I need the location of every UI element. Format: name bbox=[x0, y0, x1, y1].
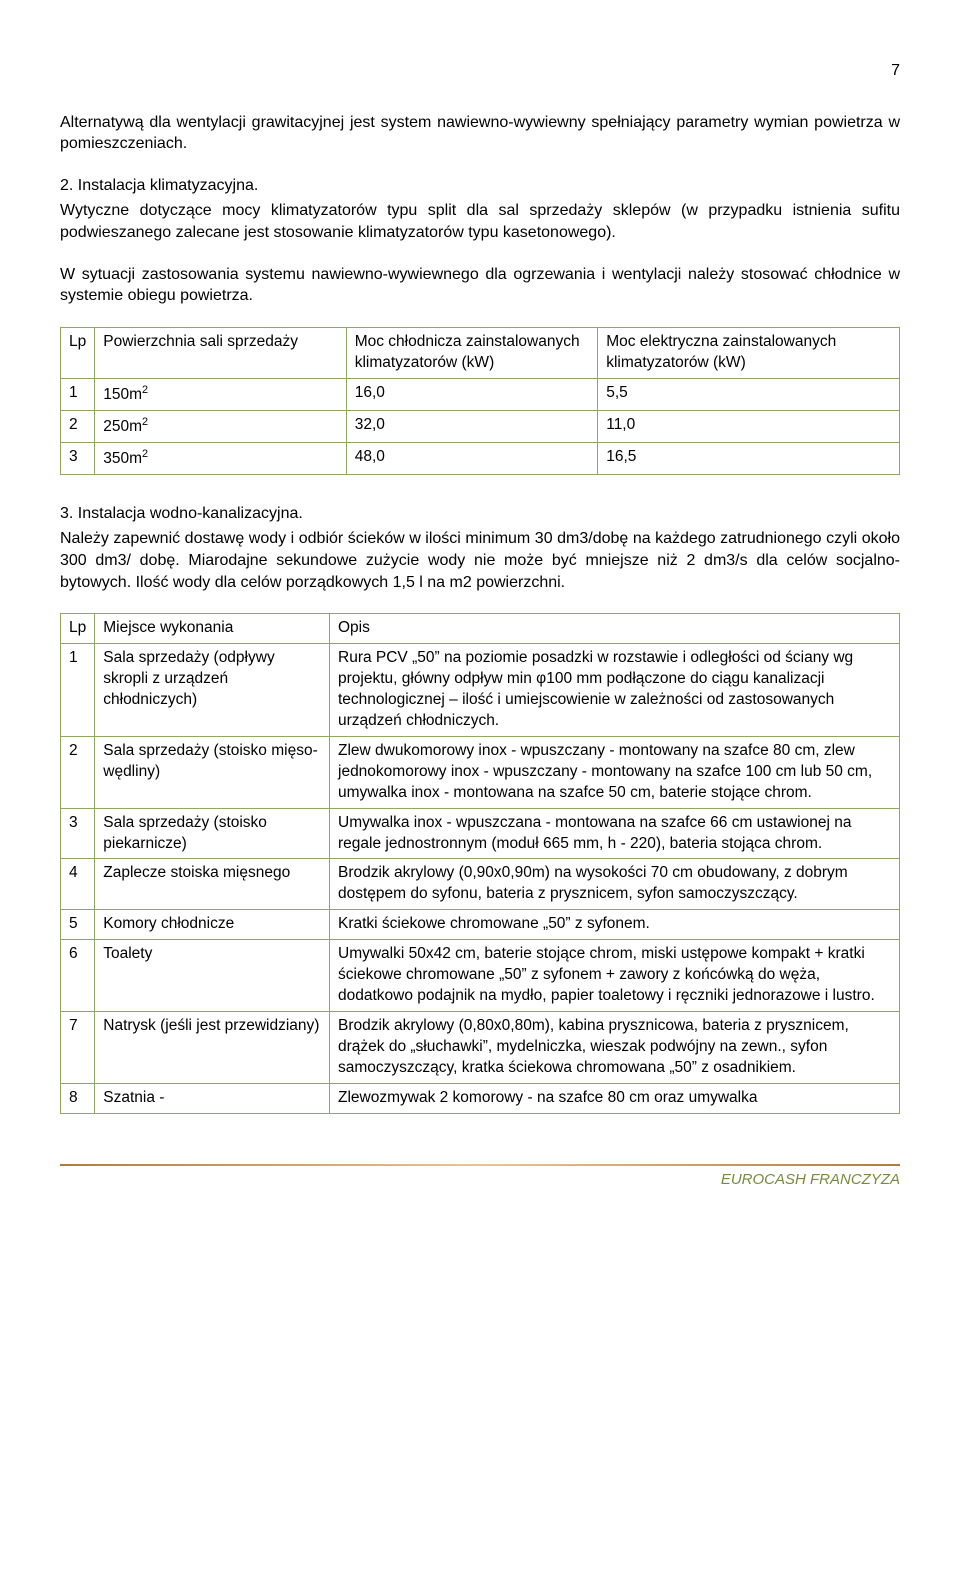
cell-place: Sala sprzedaży (stoisko piekarnicze) bbox=[95, 808, 330, 859]
cell-electric: 11,0 bbox=[598, 410, 900, 442]
paragraph-2: Wytyczne dotyczące mocy klimatyzatorów t… bbox=[60, 200, 900, 243]
cell-desc: Brodzik akrylowy (0,90x0,90m) na wysokoś… bbox=[330, 859, 900, 910]
paragraph-intro: Alternatywą dla wentylacji grawitacyjnej… bbox=[60, 112, 900, 155]
cell-place: Zaplecze stoiska mięsnego bbox=[95, 859, 330, 910]
cell-cooling: 32,0 bbox=[346, 410, 598, 442]
th-area: Powierzchnia sali sprzedaży bbox=[95, 327, 346, 378]
cell-lp: 6 bbox=[61, 940, 95, 1012]
cell-area: 150m2 bbox=[95, 378, 346, 410]
footer-text: EUROCASH FRANCZYZA bbox=[60, 1170, 900, 1190]
table-row: 5 Komory chłodnicze Kratki ściekowe chro… bbox=[61, 910, 900, 940]
page-number: 7 bbox=[60, 60, 900, 82]
table-header-row: Lp Powierzchnia sali sprzedaży Moc chłod… bbox=[61, 327, 900, 378]
cell-place: Sala sprzedaży (stoisko mięso-wędliny) bbox=[95, 736, 330, 808]
table-row: 2 250m2 32,0 11,0 bbox=[61, 410, 900, 442]
cell-desc: Zlew dwukomorowy inox - wpuszczany - mon… bbox=[330, 736, 900, 808]
th-lp: Lp bbox=[61, 614, 95, 644]
table-row: 4 Zaplecze stoiska mięsnego Brodzik akry… bbox=[61, 859, 900, 910]
cell-lp: 2 bbox=[61, 736, 95, 808]
cell-lp: 1 bbox=[61, 644, 95, 737]
paragraph-4: Należy zapewnić dostawę wody i odbiór śc… bbox=[60, 528, 900, 593]
table-row: 3 350m2 48,0 16,5 bbox=[61, 442, 900, 474]
cell-lp: 8 bbox=[61, 1083, 95, 1113]
table-row: 7 Natrysk (jeśli jest przewidziany) Brod… bbox=[61, 1011, 900, 1083]
table-header-row: Lp Miejsce wykonania Opis bbox=[61, 614, 900, 644]
th-electric: Moc elektryczna zainstalowanych klimatyz… bbox=[598, 327, 900, 378]
table-row: 2 Sala sprzedaży (stoisko mięso-wędliny)… bbox=[61, 736, 900, 808]
table-plumbing: Lp Miejsce wykonania Opis 1 Sala sprzeda… bbox=[60, 613, 900, 1113]
cell-lp: 4 bbox=[61, 859, 95, 910]
cell-lp: 3 bbox=[61, 808, 95, 859]
page-footer: EUROCASH FRANCZYZA bbox=[60, 1164, 900, 1190]
cell-desc: Rura PCV „50” na poziomie posadzki w roz… bbox=[330, 644, 900, 737]
table-row: 3 Sala sprzedaży (stoisko piekarnicze) U… bbox=[61, 808, 900, 859]
th-desc: Opis bbox=[330, 614, 900, 644]
table-row: 1 150m2 16,0 5,5 bbox=[61, 378, 900, 410]
cell-desc: Umywalka inox - wpuszczana - montowana n… bbox=[330, 808, 900, 859]
cell-desc: Zlewozmywak 2 komorowy - na szafce 80 cm… bbox=[330, 1083, 900, 1113]
cell-electric: 16,5 bbox=[598, 442, 900, 474]
cell-desc: Umywalki 50x42 cm, baterie stojące chrom… bbox=[330, 940, 900, 1012]
section-3-label: 3. Instalacja wodno-kanalizacyjna. bbox=[60, 503, 900, 525]
cell-area: 350m2 bbox=[95, 442, 346, 474]
cell-place: Toalety bbox=[95, 940, 330, 1012]
table-row: 8 Szatnia - Zlewozmywak 2 komorowy - na … bbox=[61, 1083, 900, 1113]
cell-place: Komory chłodnicze bbox=[95, 910, 330, 940]
cell-desc: Kratki ściekowe chromowane „50” z syfone… bbox=[330, 910, 900, 940]
cell-desc: Brodzik akrylowy (0,80x0,80m), kabina pr… bbox=[330, 1011, 900, 1083]
th-cooling: Moc chłodnicza zainstalowanych klimatyza… bbox=[346, 327, 598, 378]
cell-place: Szatnia - bbox=[95, 1083, 330, 1113]
cell-cooling: 16,0 bbox=[346, 378, 598, 410]
cell-place: Sala sprzedaży (odpływy skropli z urządz… bbox=[95, 644, 330, 737]
cell-electric: 5,5 bbox=[598, 378, 900, 410]
cell-lp: 3 bbox=[61, 442, 95, 474]
cell-area: 250m2 bbox=[95, 410, 346, 442]
th-lp: Lp bbox=[61, 327, 95, 378]
cell-lp: 5 bbox=[61, 910, 95, 940]
table-row: 6 Toalety Umywalki 50x42 cm, baterie sto… bbox=[61, 940, 900, 1012]
cell-cooling: 48,0 bbox=[346, 442, 598, 474]
table-climatizers: Lp Powierzchnia sali sprzedaży Moc chłod… bbox=[60, 327, 900, 475]
footer-divider bbox=[60, 1164, 900, 1166]
cell-lp: 7 bbox=[61, 1011, 95, 1083]
table-row: 1 Sala sprzedaży (odpływy skropli z urzą… bbox=[61, 644, 900, 737]
cell-lp: 1 bbox=[61, 378, 95, 410]
th-place: Miejsce wykonania bbox=[95, 614, 330, 644]
section-2-label: 2. Instalacja klimatyzacyjna. bbox=[60, 175, 900, 197]
cell-lp: 2 bbox=[61, 410, 95, 442]
cell-place: Natrysk (jeśli jest przewidziany) bbox=[95, 1011, 330, 1083]
paragraph-3: W sytuacji zastosowania systemu nawiewno… bbox=[60, 264, 900, 307]
